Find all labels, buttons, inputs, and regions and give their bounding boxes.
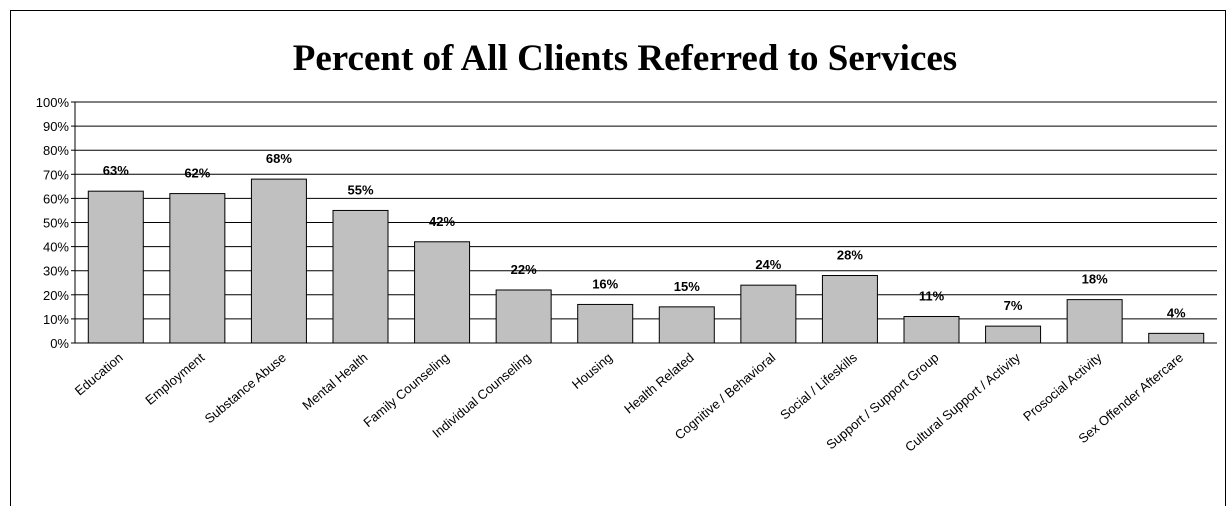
x-tick-label: Social / Lifeskills [777, 349, 860, 422]
bar [1066, 299, 1123, 344]
bar [577, 303, 634, 344]
data-label: 4% [1167, 305, 1186, 320]
bar [87, 190, 144, 344]
y-tick-label: 10% [43, 312, 69, 327]
y-tick-label: 60% [43, 191, 69, 206]
chart-title: Percent of All Clients Referred to Servi… [293, 38, 957, 79]
bar [1148, 332, 1205, 344]
data-label: 16% [592, 276, 618, 291]
bar [414, 241, 471, 344]
x-tick-label: Health Related [621, 350, 697, 417]
x-tick-label: Housing [569, 350, 615, 392]
data-label: 24% [755, 257, 781, 272]
data-label: 11% [919, 288, 945, 303]
y-tick-label: 0% [50, 336, 69, 351]
data-label: 22% [511, 262, 537, 277]
data-label: 55% [347, 182, 373, 197]
bar [903, 315, 960, 344]
data-label: 18% [1082, 272, 1108, 287]
y-tick-label: 20% [43, 288, 69, 303]
x-tick-label: Employment [142, 350, 207, 408]
bar [495, 289, 552, 344]
x-tick-label: Education [72, 350, 126, 399]
y-tick-label: 90% [43, 119, 69, 134]
x-tick-label: Substance Abuse [202, 350, 289, 427]
data-label: 42% [429, 214, 455, 229]
data-label: 7% [1004, 298, 1023, 313]
y-tick-label: 30% [43, 264, 69, 279]
x-tick-label: Family Counseling [360, 350, 452, 430]
chart-border [10, 10, 1226, 506]
data-label: 63% [103, 163, 129, 178]
data-label: 15% [674, 279, 700, 294]
y-tick-label: 100% [36, 95, 70, 110]
bar [169, 193, 226, 344]
bar [332, 209, 389, 344]
data-label: 68% [266, 151, 292, 166]
bar [658, 306, 715, 344]
x-tick-label: Mental Health [299, 350, 370, 413]
bar [740, 284, 797, 344]
y-tick-label: 50% [43, 216, 69, 231]
y-tick-label: 80% [43, 143, 69, 158]
bar [985, 325, 1042, 344]
y-tick-label: 40% [43, 240, 69, 255]
data-label: 62% [184, 166, 210, 181]
x-tick-label: Prosocial Activity [1020, 349, 1105, 424]
data-label: 28% [837, 248, 863, 263]
bar [821, 275, 878, 344]
bar [250, 178, 307, 344]
y-tick-label: 70% [43, 167, 69, 182]
